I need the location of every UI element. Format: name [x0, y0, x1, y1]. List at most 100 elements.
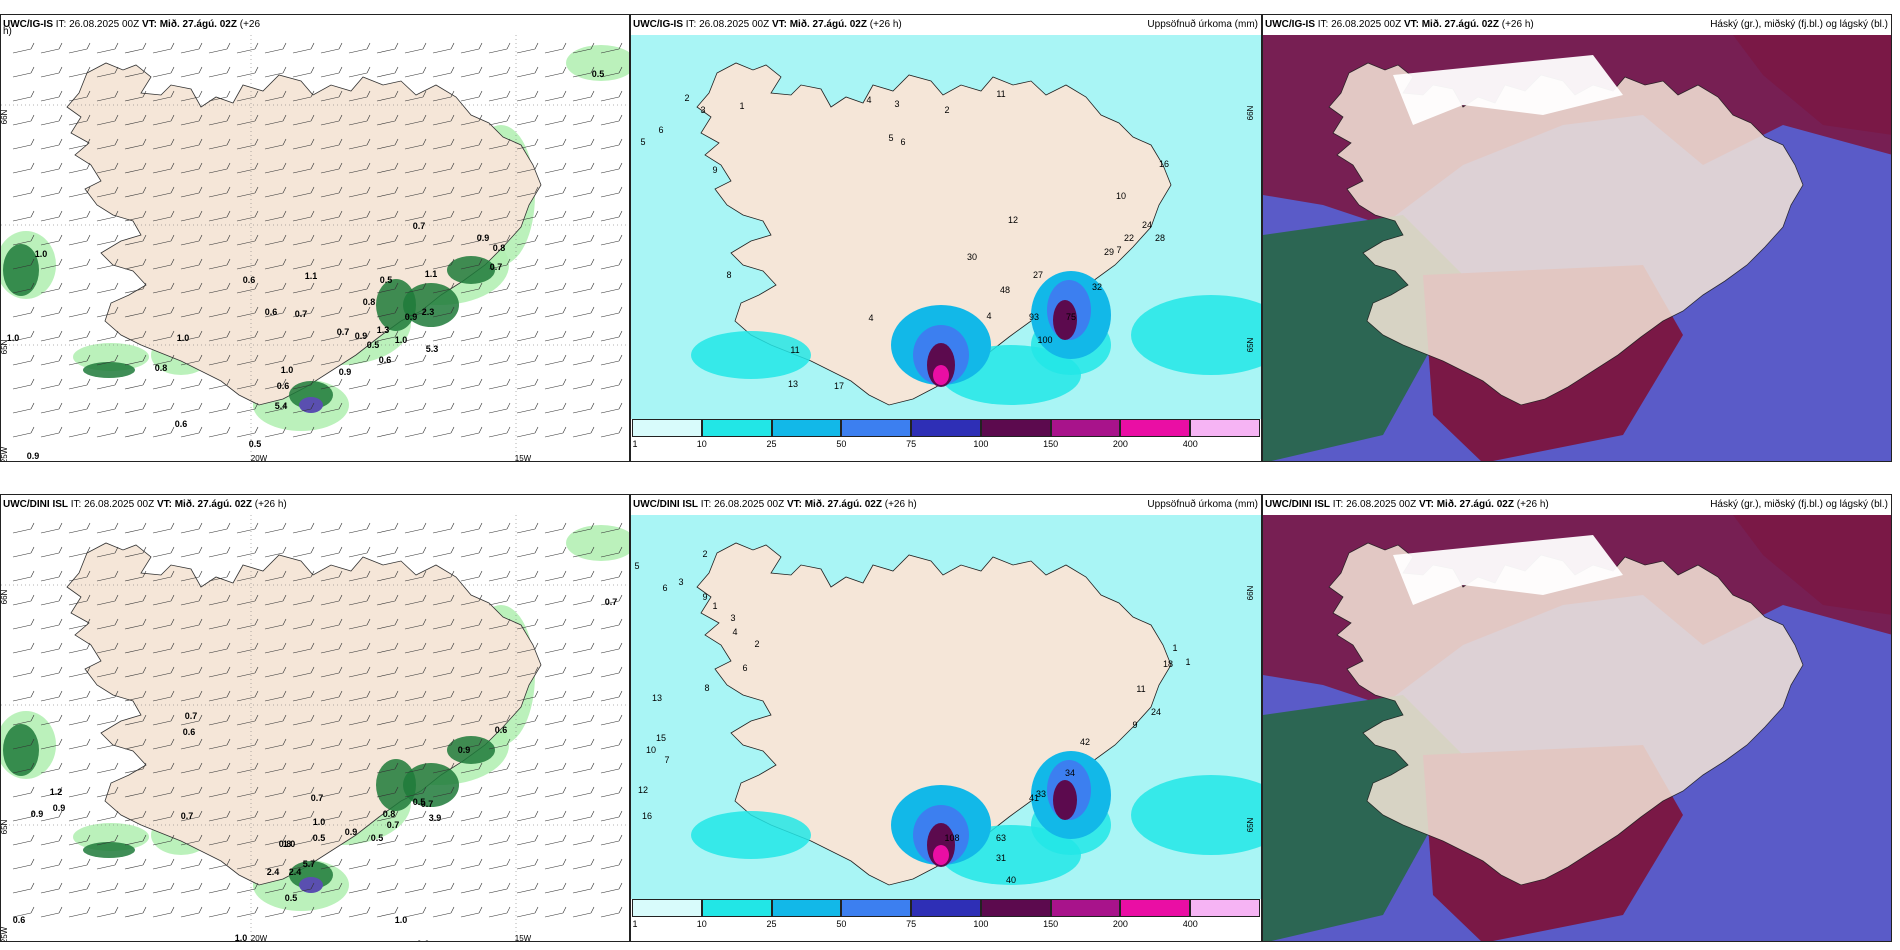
colorbar-swatch — [980, 899, 1051, 917]
precip-value-label: 0.7 — [311, 793, 324, 803]
cloud-cover-panel-dini: UWC/DINI ISL IT: 26.08.2025 00Z VT: Mið.… — [1262, 494, 1892, 942]
precip-value-label: 0.5 — [592, 69, 605, 79]
accum-value-label: 15 — [656, 733, 666, 743]
accum-value-label: 3 — [700, 105, 705, 115]
colorbar-tick-label: 25 — [766, 439, 777, 449]
precip-value-label: 0.6 — [13, 915, 26, 925]
accum-value-label: 3 — [894, 99, 899, 109]
accum-value-label: 100 — [1037, 335, 1052, 345]
precip-value-label: 0.7 — [421, 799, 434, 809]
precip-value-label: 0.6 — [277, 381, 290, 391]
precip-value-label: 1.0 — [395, 915, 408, 925]
colorbar-tick-label: 10 — [696, 919, 707, 929]
graticule-label: 66N — [1, 109, 9, 124]
lead-time: (+26 h) — [881, 499, 917, 510]
accum-value-label: 24 — [1151, 707, 1161, 717]
colorbar-swatch — [1050, 899, 1121, 917]
accum-value-label: 5 — [640, 137, 645, 147]
accum-value-label: 31 — [996, 853, 1006, 863]
colorbar-tick-label: 50 — [836, 439, 847, 449]
precip-value-label: 1.3 — [377, 325, 390, 335]
precip-value-label: 3.9 — [429, 813, 442, 823]
accum-value-label: 10 — [1116, 191, 1126, 201]
precip-value-label: 0.6 — [379, 355, 392, 365]
panel-header: UWC/IG-IS IT: 26.08.2025 00Z VT: Mið. 27… — [1263, 15, 1891, 35]
precip-value-label: 1.0 — [177, 333, 190, 343]
accum-value-label: 1 — [1172, 643, 1177, 653]
accum-value-label: 11 — [790, 345, 799, 355]
accum-value-label: 6 — [662, 583, 667, 593]
accum-value-label: 24 — [1142, 220, 1152, 230]
graticule-label: 66N — [1, 589, 9, 604]
accum-value-label: 12 — [1008, 215, 1018, 225]
precip-map: 2356913426813151071216631083140413334421… — [631, 515, 1261, 899]
valid-time: VT: Mið. 27.ágú. 02Z — [771, 19, 867, 30]
accum-value-label: 2 — [754, 639, 759, 649]
graticule-label: 15W — [515, 934, 532, 941]
colorbar-swatch — [632, 419, 702, 437]
accum-value-label: 10 — [646, 745, 656, 755]
accum-value-label: 12 — [638, 785, 648, 795]
precip-value-label: 2.3 — [422, 307, 435, 317]
precip-value-label: 0.5 — [249, 439, 262, 449]
precip-value-label: 0.8 — [383, 809, 396, 819]
model-name: UWC/DINI ISL — [3, 499, 68, 510]
panel-header: UWC/DINI ISL IT: 26.08.2025 00Z VT: Mið.… — [1263, 495, 1891, 515]
valid-time: VT: Mið. 27.ágú. 02Z — [156, 499, 252, 510]
colorbar-swatch — [632, 899, 702, 917]
precip-value-label: 0.7 — [413, 221, 426, 231]
precip-value-label: 0.5 — [380, 275, 393, 285]
graticule-label: 25W — [1, 446, 9, 461]
accum-value-label: 27 — [1033, 270, 1043, 280]
graticule-label: 65N — [1246, 337, 1255, 352]
precip-value-label: 0.6 — [417, 939, 430, 941]
accum-value-label: 2 — [684, 93, 689, 103]
initial-time: IT: 26.08.2025 00Z — [683, 19, 772, 30]
precip-value-label: 1.0 — [7, 333, 20, 343]
colorbar-tick-label: 1 — [632, 919, 638, 929]
precip-value-label: 0.8 — [279, 839, 292, 849]
precip-value-label: 2.4 — [289, 867, 302, 877]
accum-value-label: 8 — [726, 270, 731, 280]
accum-value-label: 4 — [866, 95, 871, 105]
accum-value-label: 13 — [788, 379, 798, 389]
accum-value-label: 16 — [642, 811, 652, 821]
colorbar-swatch — [771, 419, 842, 437]
colorbar-swatch — [911, 419, 981, 437]
model-name: UWC/DINI ISL — [633, 499, 698, 510]
accum-value-label: 11 — [996, 89, 1005, 99]
lead-time: (+26 h) — [251, 499, 287, 510]
accum-value-label: 11 — [1136, 684, 1145, 694]
valid-time: VT: Mið. 27.ágú. 02Z — [1403, 19, 1499, 30]
lead-time: (+26 — [236, 19, 261, 30]
precip-value-label: 1.0 — [281, 365, 294, 375]
precip-value-label: 0.9 — [339, 367, 352, 377]
accum-value-label: 5 — [888, 133, 893, 143]
accum-value-label: 8 — [704, 683, 709, 693]
precip-value-label: 0.8 — [493, 243, 506, 253]
colorbar-tick-label: 200 — [1112, 919, 1128, 929]
precip-value-label: 0.9 — [458, 745, 471, 755]
accum-value-label: 1 — [712, 601, 717, 611]
colorbar-swatch — [701, 419, 772, 437]
graticule-label: 66N — [1246, 105, 1255, 120]
graticule-label: 66N — [1246, 585, 1255, 600]
accum-value-label: 34 — [1065, 768, 1075, 778]
precip-value-label: 0.7 — [387, 820, 400, 830]
precip-value-label: 0.5 — [285, 893, 298, 903]
precip-value-label: 0.7 — [490, 262, 503, 272]
precip-value-label: 0.5 — [371, 833, 384, 843]
precip-value-label: 0.6 — [243, 275, 256, 285]
accum-value-label: 6 — [658, 125, 663, 135]
precip-value-label: 2.4 — [267, 867, 280, 877]
precip-colorbar: 1 10 25 50 75 100 150 200 400 — [631, 899, 1261, 931]
colorbar-swatch — [841, 899, 912, 917]
valid-time: VT: Mið. 27.ágú. 02Z — [141, 19, 237, 30]
precip-value-label: 0.9 — [27, 451, 40, 461]
accum-value-label: 63 — [996, 833, 1006, 843]
precip-value-label: 0.7 — [295, 309, 308, 319]
precip-value-label: 0.9 — [355, 331, 368, 341]
field-title: Háský (gr.), miðský (fj.bl.) og lágský (… — [1710, 499, 1888, 510]
accum-value-label: 9 — [1132, 720, 1137, 730]
precip-value-label: 0.9 — [477, 233, 490, 243]
